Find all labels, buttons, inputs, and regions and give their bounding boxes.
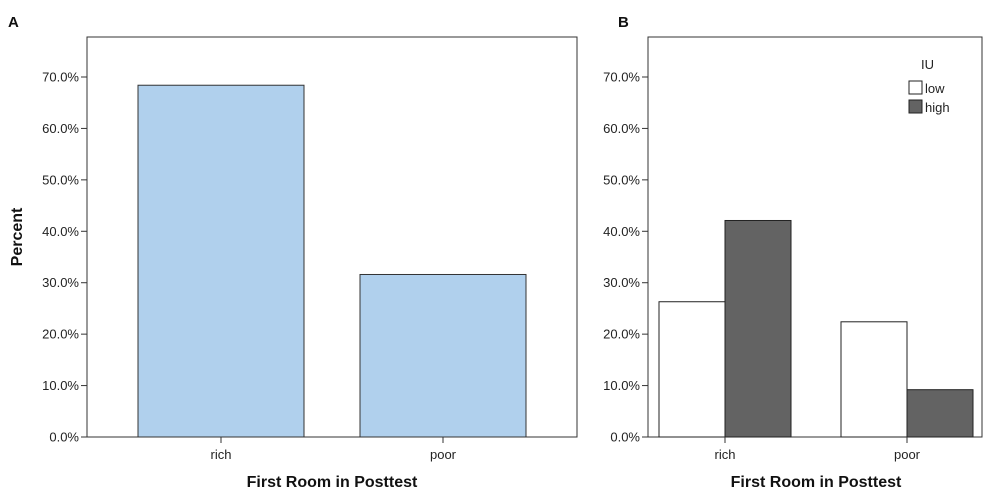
legend-label-high: high: [925, 100, 950, 115]
y-tick-label: 50.0%: [603, 172, 640, 187]
y-tick-label: 70.0%: [603, 70, 640, 85]
bars-a: [137, 84, 527, 438]
bars-b: [658, 219, 974, 438]
y-axis-title-a: Percent: [9, 207, 26, 266]
panel-letter-a: A: [8, 14, 19, 31]
panel-letter-b: B: [618, 14, 629, 31]
x-axis-title-a: First Room in Posttest: [247, 474, 418, 491]
panel-a: A 0.0% 10.0% 20.0% 30.0% 40.0% 50.0% 60.0% 70.0…: [8, 14, 578, 491]
x-tick-label: rich: [715, 447, 736, 462]
y-tick-label: 0.0%: [49, 430, 79, 445]
x-tick-label: poor: [430, 447, 457, 462]
y-axis-b: 0.0% 10.0% 20.0% 30.0% 40.0% 50.0% 60.0% 70.0%: [603, 70, 648, 445]
x-axis-b: rich poor: [715, 437, 921, 462]
legend-swatch-high: [908, 99, 923, 114]
legend-swatch-low: [908, 80, 923, 95]
bar-rich-low: [658, 301, 726, 438]
y-tick-label: 30.0%: [42, 275, 79, 290]
y-tick-label: 60.0%: [603, 121, 640, 136]
y-tick-label: 10.0%: [42, 378, 79, 393]
y-tick-label: 40.0%: [603, 224, 640, 239]
legend-label-low: low: [925, 81, 945, 96]
legend-title: IU: [921, 57, 934, 72]
y-tick-label: 50.0%: [42, 172, 79, 187]
bar-rich-high: [724, 219, 792, 438]
y-tick-label: 60.0%: [42, 121, 79, 136]
y-tick-label: 40.0%: [42, 224, 79, 239]
x-axis-title-b: First Room in Posttest: [731, 474, 902, 491]
bar-rich: [137, 84, 305, 438]
x-axis-a: rich poor: [211, 437, 457, 462]
plot-frame-a: [86, 36, 578, 438]
y-tick-label: 20.0%: [603, 327, 640, 342]
y-tick-label: 10.0%: [603, 378, 640, 393]
bar-poor-low: [840, 321, 908, 438]
bar-poor-high: [906, 389, 974, 438]
panel-b: B 0.0% 10.0% 20.0% 30.0% 40.0% 50.0% 60.0% 70.0…: [603, 14, 983, 491]
y-axis-a: 0.0% 10.0% 20.0% 30.0% 40.0% 50.0% 60.0% 70.0%: [42, 70, 87, 445]
plot-frame-b: [647, 36, 983, 438]
y-tick-label: 70.0%: [42, 70, 79, 85]
x-tick-label: poor: [894, 447, 921, 462]
bar-poor: [359, 273, 527, 438]
x-tick-label: rich: [211, 447, 232, 462]
y-tick-label: 0.0%: [610, 430, 640, 445]
y-tick-label: 20.0%: [42, 327, 79, 342]
y-tick-label: 30.0%: [603, 275, 640, 290]
legend: IU low high: [908, 57, 950, 115]
